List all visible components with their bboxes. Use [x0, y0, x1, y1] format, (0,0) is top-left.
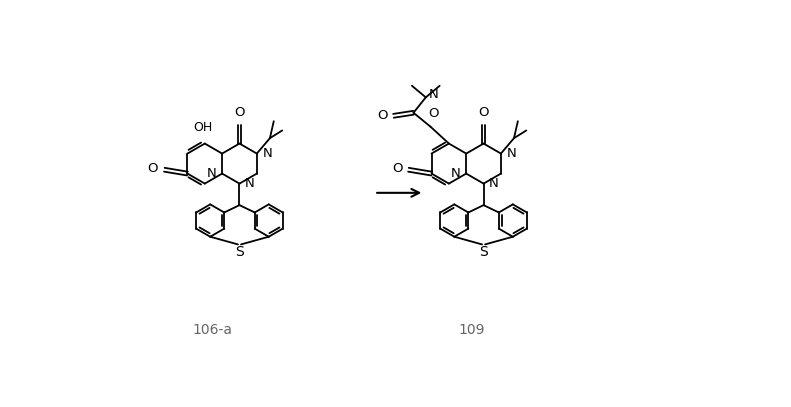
Text: O: O — [234, 106, 244, 119]
Text: N: N — [489, 177, 498, 190]
Text: O: O — [377, 109, 388, 123]
Text: N: N — [451, 167, 461, 180]
Text: O: O — [428, 107, 439, 120]
Text: S: S — [479, 245, 488, 259]
Text: N: N — [429, 88, 439, 101]
Text: O: O — [479, 106, 489, 119]
Text: S: S — [235, 245, 244, 259]
Text: N: N — [263, 147, 273, 160]
Text: N: N — [207, 167, 217, 180]
Text: O: O — [392, 162, 403, 175]
Text: O: O — [148, 162, 158, 175]
Text: OH: OH — [193, 120, 212, 133]
Text: 109: 109 — [459, 323, 485, 337]
Text: 106-a: 106-a — [192, 323, 233, 337]
Text: N: N — [507, 147, 517, 160]
Text: N: N — [245, 177, 255, 190]
